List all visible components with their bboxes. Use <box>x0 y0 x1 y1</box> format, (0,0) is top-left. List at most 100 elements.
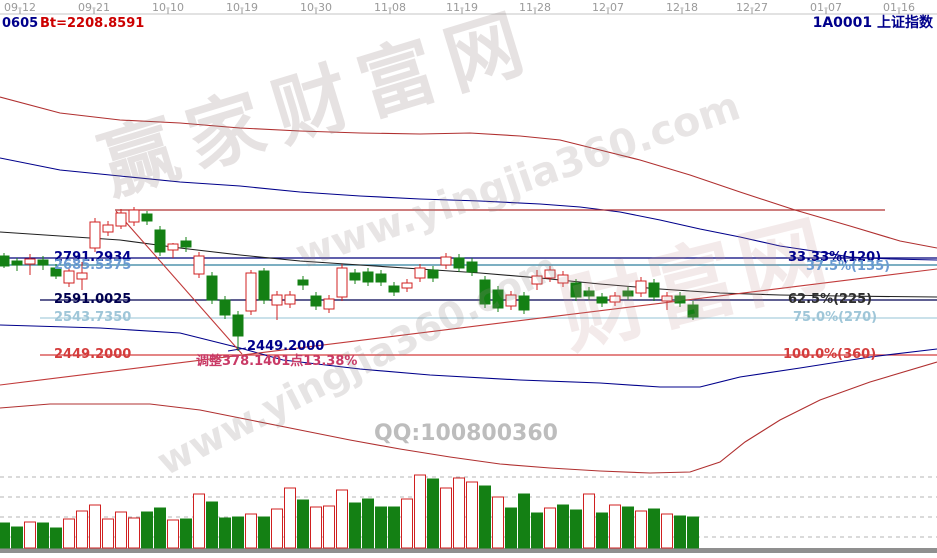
volume-bar <box>570 509 582 549</box>
curve-upper-band-blue <box>0 157 937 261</box>
volume-bar <box>193 493 205 549</box>
volume-bar <box>206 501 218 549</box>
volume-bar <box>271 508 283 549</box>
axis-date: 09-21 <box>78 1 110 14</box>
candle-body <box>284 294 296 305</box>
candle-body <box>453 257 465 269</box>
candle-body <box>388 285 400 293</box>
candle-body <box>193 255 205 275</box>
candle-body <box>414 267 426 279</box>
adjustment-note: 调整378.1401点13.38% <box>196 354 358 369</box>
candle-body <box>492 289 504 309</box>
fib-label-75: 75.0%(270) <box>793 310 878 325</box>
volume-bar <box>349 502 361 549</box>
candle-body <box>128 209 140 223</box>
volume-bar <box>544 507 556 549</box>
volume-bar <box>11 526 23 549</box>
candle-body <box>609 295 621 303</box>
candle-body <box>427 269 439 279</box>
volume-bar <box>50 527 62 549</box>
axis-date: 01-07 <box>810 1 842 14</box>
candle-body <box>440 256 452 266</box>
trend-down-line <box>115 210 243 355</box>
volume-bar <box>674 515 686 549</box>
trend-up-line <box>0 268 937 386</box>
candle-body <box>102 224 114 233</box>
candle-body <box>11 260 23 266</box>
axis-date: 10-10 <box>152 1 184 14</box>
volume-bar <box>453 477 465 549</box>
volume-bar <box>414 474 426 549</box>
candle-body <box>50 267 62 277</box>
price-label-2685: 2685.5375 <box>54 258 132 273</box>
axis-date: 10-19 <box>226 1 258 14</box>
candle-body <box>297 279 309 286</box>
volume-bar <box>297 499 309 549</box>
price-label-2591: 2591.0025 <box>54 292 132 307</box>
volume-bar <box>128 517 140 549</box>
candle-body <box>661 295 673 302</box>
axis-date: 11-08 <box>374 1 406 14</box>
fib-label-37: 37.5%(135) <box>806 259 891 274</box>
candle-body <box>362 271 374 283</box>
axis-date: 12-18 <box>666 1 698 14</box>
volume-bar <box>388 506 400 549</box>
volume-bar <box>102 518 114 549</box>
candle-body <box>583 290 595 297</box>
candle-body <box>622 290 634 297</box>
volume-bar <box>492 496 504 549</box>
candle-body <box>89 221 101 249</box>
candle-body <box>154 229 166 253</box>
candle-body <box>557 274 569 284</box>
volume-bar <box>141 511 153 549</box>
price-label-2791: 2791.2934 <box>54 250 132 265</box>
candle-body <box>167 243 179 251</box>
volume-bar <box>310 506 322 549</box>
axis-date: 11-28 <box>519 1 551 14</box>
axis-date: 11-19 <box>446 1 478 14</box>
candle-body <box>24 258 36 265</box>
volume-bar <box>440 487 452 549</box>
candle-body <box>648 282 660 298</box>
curve-upper-band-red <box>0 96 937 249</box>
candle-body <box>518 295 530 311</box>
candle-body <box>570 282 582 298</box>
fib-label-33: 33.33%(120) <box>788 250 882 265</box>
volume-bar <box>219 517 231 549</box>
symbol-title: 1A0001 上证指数 <box>812 15 933 31</box>
volume-bar <box>648 508 660 549</box>
volume-bar <box>622 506 634 549</box>
volume-bar <box>479 485 491 549</box>
candle-body <box>76 272 88 280</box>
candle-body <box>115 212 127 227</box>
volume-bar <box>687 516 699 549</box>
bt-value: Bt=2208.8591 <box>40 16 145 31</box>
volume-bar <box>180 518 192 549</box>
candle-body <box>674 295 686 304</box>
candle-body <box>0 255 10 267</box>
candle-body <box>232 314 244 337</box>
trough-leader-line <box>227 347 247 352</box>
volume-bar <box>167 519 179 549</box>
volume-bar <box>336 489 348 549</box>
volume-bar <box>518 493 530 549</box>
volume-bar <box>245 513 257 549</box>
fib-label-100: 100.0%(360) <box>783 347 877 362</box>
candle-body <box>63 270 75 284</box>
candle-body <box>323 298 335 310</box>
volume-bar <box>24 521 36 549</box>
axis-date: 09-12 <box>4 1 36 14</box>
volume-bar <box>609 504 621 549</box>
volume-bar <box>596 512 608 549</box>
candle-body <box>635 280 647 294</box>
watermark-qq-number: QQ:100800360 <box>374 421 558 446</box>
axis-date: 10-30 <box>300 1 332 14</box>
candle-body <box>375 273 387 283</box>
volume-bar <box>76 510 88 549</box>
axis-date: 12-27 <box>736 1 768 14</box>
candle-body <box>310 295 322 307</box>
volume-base-strip <box>0 548 937 553</box>
volume-bar <box>323 505 335 549</box>
candle-body <box>37 259 49 266</box>
